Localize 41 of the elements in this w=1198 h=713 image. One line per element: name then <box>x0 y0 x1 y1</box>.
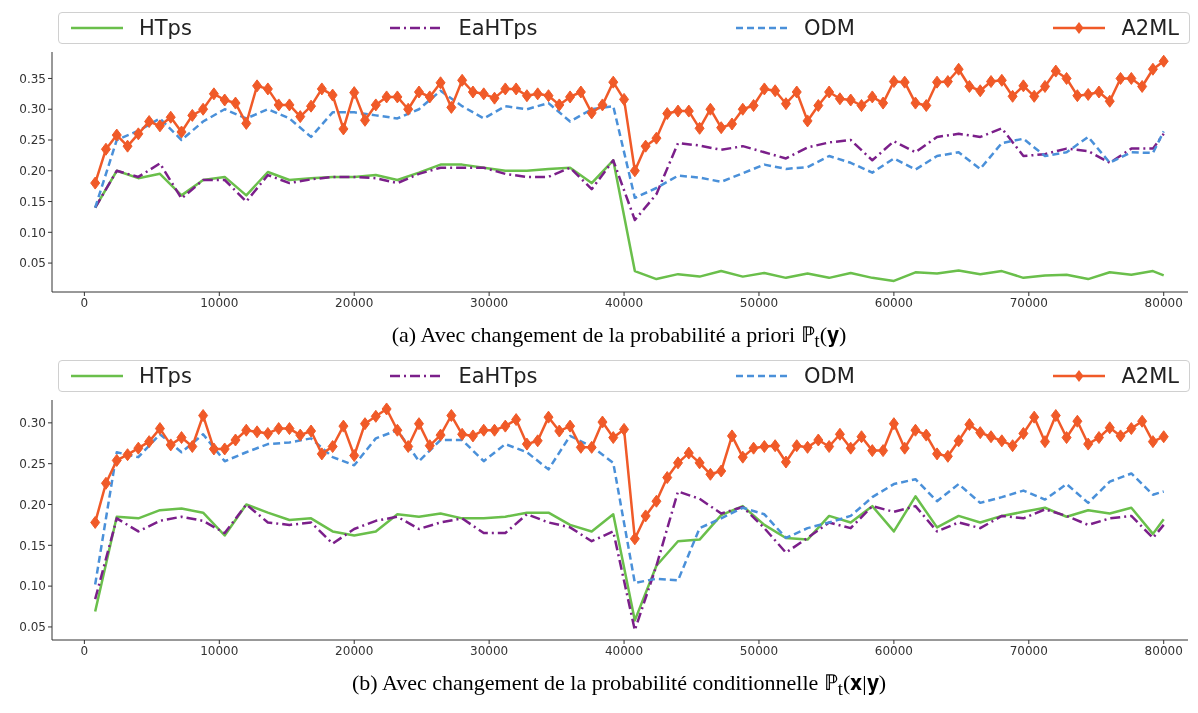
x-tick-label: 80000 <box>1144 295 1183 310</box>
y-tick-label: 0.15 <box>19 194 46 209</box>
x-tick-label: 60000 <box>874 295 913 310</box>
y-tick-label: 0.05 <box>19 256 46 271</box>
x-tick-label: 10000 <box>200 295 239 310</box>
x-tick-label: 30000 <box>470 643 509 658</box>
x-tick-label: 40000 <box>604 643 644 658</box>
y-tick-label: 0.20 <box>19 497 46 512</box>
x-tick-label: 20000 <box>335 295 374 310</box>
legend-label: EaHTps <box>458 364 538 388</box>
y-tick-label: 0.25 <box>19 133 46 148</box>
legend-label: ODM <box>804 16 855 40</box>
y-tick-label: 0.35 <box>19 71 46 86</box>
x-tick-label: 70000 <box>1009 295 1048 310</box>
x-tick-label: 0 <box>80 295 89 310</box>
legend-label: ODM <box>804 364 855 388</box>
y-tick-label: 0.05 <box>19 620 46 635</box>
x-tick-label: 40000 <box>604 295 644 310</box>
text: (a) Avec changement de la probabilité a priori ℙ$_{t}$(𝐲) <box>390 321 848 352</box>
legend-label: HTps <box>139 364 192 388</box>
y-tick-label: 0.25 <box>19 456 46 471</box>
legend-label: A2ML <box>1121 364 1179 388</box>
x-tick-label: 20000 <box>335 643 374 658</box>
x-tick-label: 10000 <box>200 643 239 658</box>
x-tick-label: 50000 <box>739 643 779 658</box>
x-tick-label: 80000 <box>1144 643 1183 658</box>
y-tick-label: 0.20 <box>19 164 46 179</box>
y-tick-label: 0.15 <box>19 538 46 553</box>
x-tick-label: 60000 <box>874 643 913 658</box>
y-tick-label: 0.30 <box>19 102 46 117</box>
legend-label: EaHTps <box>458 16 538 40</box>
y-tick-label: 0.30 <box>19 416 46 431</box>
text: (b) Avec changement de la probabilité conditionnelle ℙ$_{t}$(𝐱|𝐲) <box>351 669 887 700</box>
x-tick-label: 30000 <box>470 295 509 310</box>
y-tick-label: 0.10 <box>19 579 46 594</box>
legend-label: HTps <box>139 16 192 40</box>
legend-label: A2ML <box>1121 16 1179 40</box>
x-tick-label: 70000 <box>1009 643 1048 658</box>
x-tick-label: 0 <box>80 643 89 658</box>
x-tick-label: 50000 <box>739 295 779 310</box>
y-tick-label: 0.10 <box>19 225 46 240</box>
